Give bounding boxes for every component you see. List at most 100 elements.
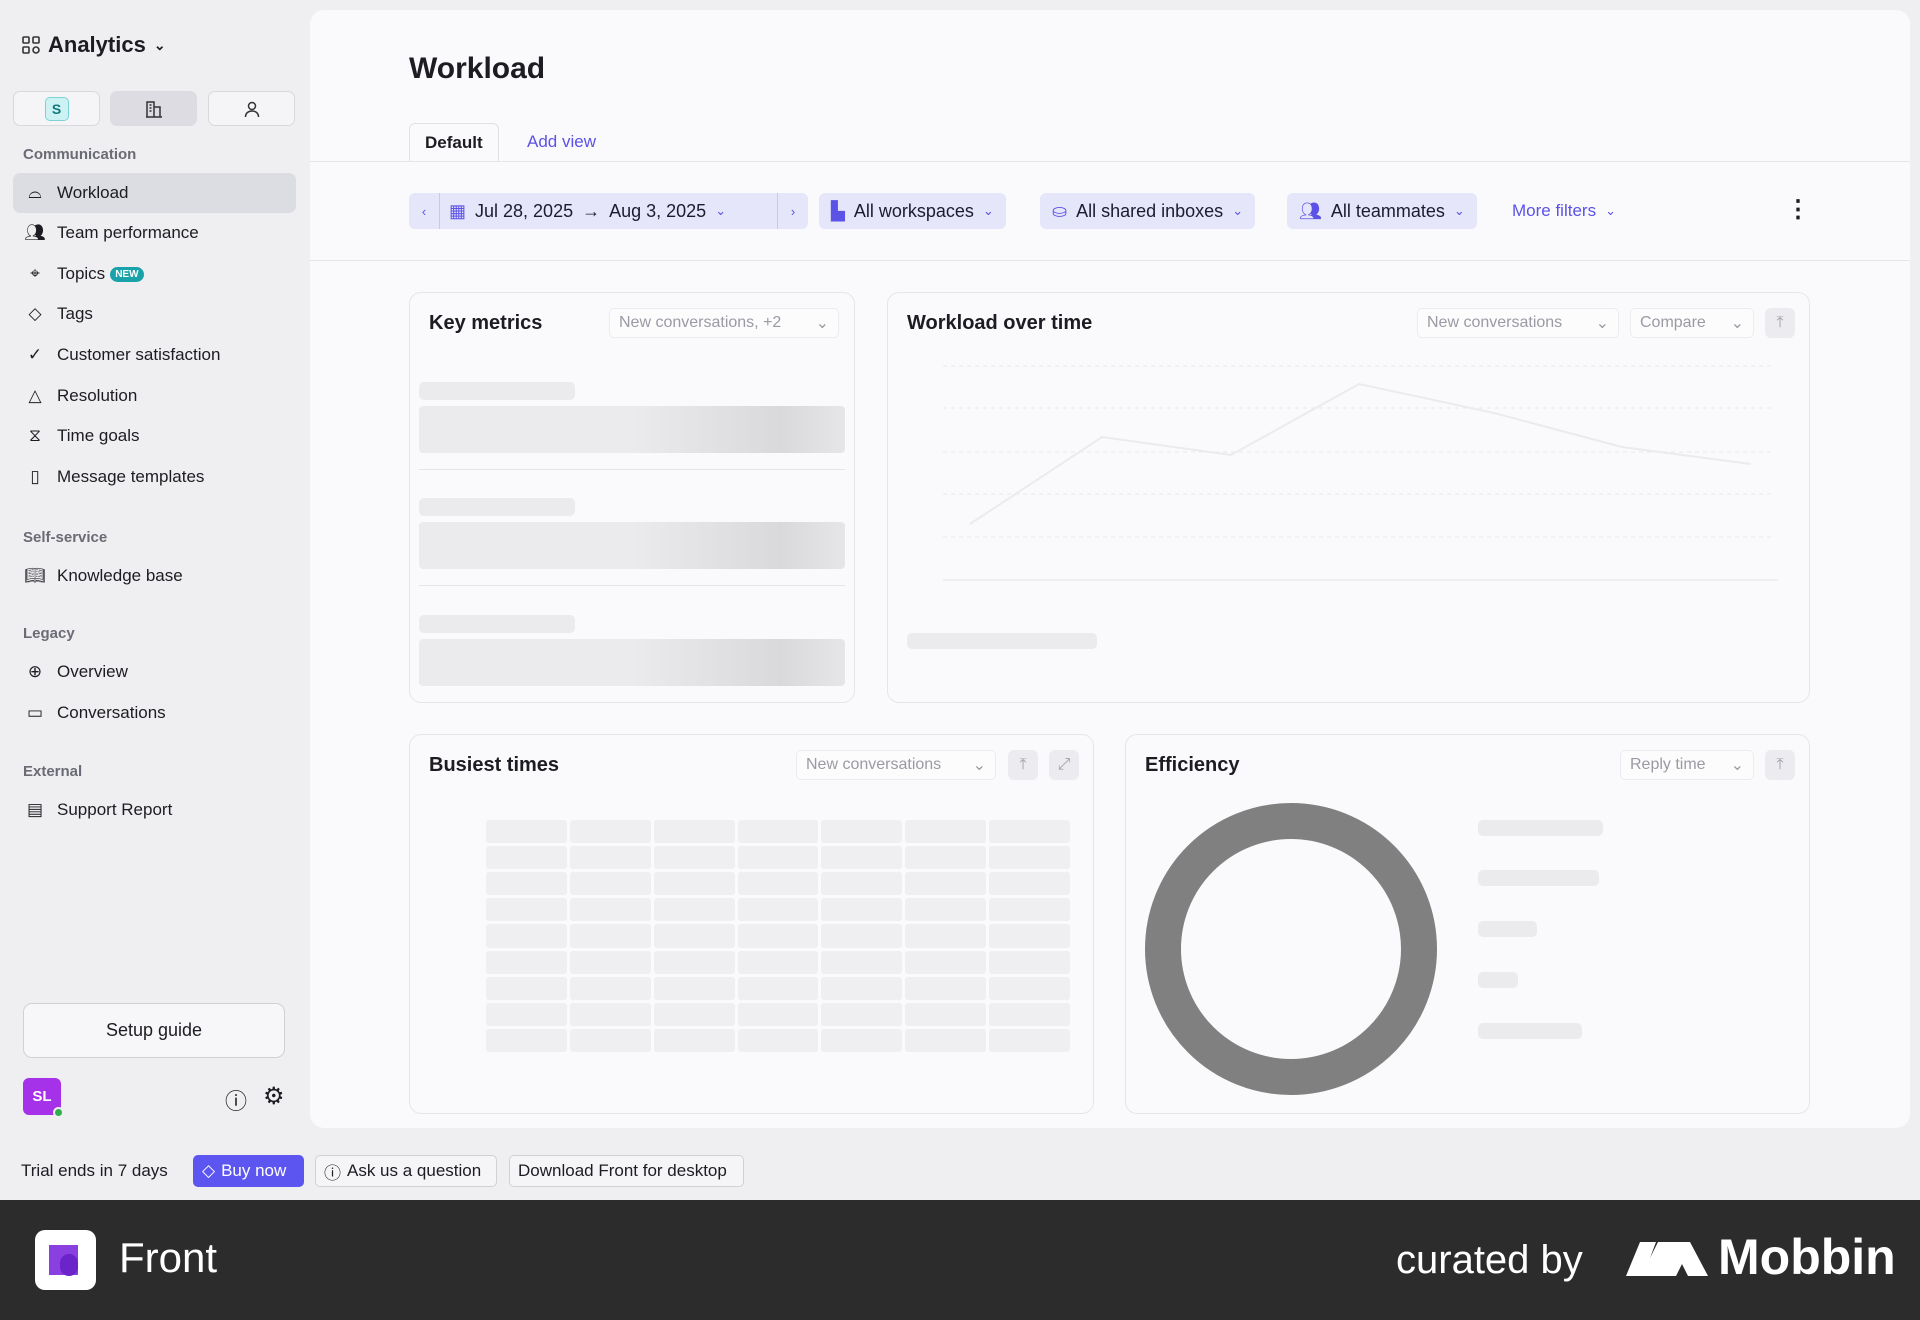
metric-select[interactable]: New conversations, +2 ⌄	[609, 308, 839, 338]
more-options-icon[interactable]: ⋮	[1786, 196, 1810, 223]
gear-icon[interactable]: ⚙	[263, 1083, 285, 1110]
compare-select[interactable]: Compare ⌄	[1630, 308, 1754, 338]
skeleton	[419, 639, 845, 686]
donut-skeleton	[1145, 803, 1437, 1095]
heatmap-cell	[737, 898, 819, 922]
metric-select[interactable]: New conversations ⌄	[1417, 308, 1619, 338]
tag-icon: ◇	[28, 304, 42, 323]
help-icon[interactable]: ⓘ	[225, 1089, 248, 1114]
heatmap-cell	[486, 976, 567, 1000]
sidebar-item-knowledge-base[interactable]: 📖︎ Knowledge base	[13, 556, 296, 596]
building-icon: ▙	[831, 200, 845, 221]
heatmap-skeleton	[486, 820, 1070, 1052]
tab-default[interactable]: Default	[409, 123, 499, 161]
inbox-icon: ⛀	[1052, 200, 1068, 221]
select-value: Reply time	[1630, 756, 1706, 773]
heatmap-cell	[569, 872, 651, 896]
sidebar-item-support-report[interactable]: ▤ Support Report	[13, 790, 296, 830]
sidebar-item-label: Resolution	[57, 386, 138, 405]
sidebar-item-overview[interactable]: ⊕ Overview	[13, 652, 296, 692]
download-desktop-button[interactable]: Download Front for desktop	[509, 1155, 744, 1187]
skeleton	[1478, 972, 1518, 988]
divider	[310, 161, 1910, 162]
heatmap-cell	[653, 924, 735, 948]
heatmap-cell	[486, 898, 567, 922]
divider	[419, 469, 845, 470]
section-legacy: Legacy	[23, 625, 75, 642]
date-end: Aug 3, 2025	[609, 200, 707, 221]
workspaces-filter[interactable]: ▙ All workspaces ⌄	[819, 193, 1006, 229]
filter-label: All shared inboxes	[1076, 200, 1224, 221]
select-value: New conversations	[806, 756, 942, 773]
heatmap-cell	[905, 1028, 987, 1052]
globe-icon: ⊕	[27, 662, 43, 681]
heatmap-cell	[486, 950, 567, 974]
heatmap-cell	[653, 950, 735, 974]
personal-view-button[interactable]	[208, 91, 295, 126]
heatmap-cell	[737, 872, 819, 896]
ask-question-button[interactable]: ⓘ Ask us a question	[315, 1155, 497, 1187]
sidebar-item-label: Support Report	[57, 800, 173, 819]
workspace-switch[interactable]: S	[13, 91, 100, 126]
person-icon	[244, 101, 259, 117]
heatmap-cell	[821, 1028, 903, 1052]
analytics-menu[interactable]: Analytics ⌄	[22, 32, 166, 58]
sidebar-item-label: Customer satisfaction	[57, 345, 221, 364]
online-status-icon	[53, 1107, 64, 1118]
card-title: Busiest times	[429, 754, 560, 776]
heatmap-cell	[989, 898, 1070, 922]
section-external: External	[23, 763, 83, 780]
sidebar-item-time-goals[interactable]: ⧖ Time goals	[13, 416, 296, 456]
teammates-filter[interactable]: 👥︎ All teammates ⌄	[1287, 193, 1477, 229]
chevron-down-icon: ⌄	[815, 315, 829, 332]
heatmap-cell	[737, 1028, 819, 1052]
export-icon[interactable]: ⤒	[1765, 308, 1795, 338]
heatmap-cell	[569, 924, 651, 948]
tab-add-view[interactable]: Add view	[527, 132, 596, 151]
sidebar-item-label: Topics	[57, 264, 106, 283]
heatmap-cell	[905, 872, 987, 896]
sidebar-item-topics[interactable]: ⌖ Topics NEW	[13, 254, 296, 294]
sidebar-item-conversations[interactable]: ▭ Conversations	[13, 693, 296, 733]
heatmap-cell	[486, 872, 567, 896]
heatmap-cell	[737, 846, 819, 870]
sidebar-item-tags[interactable]: ◇ Tags	[13, 294, 296, 334]
avatar[interactable]: SL	[23, 1078, 64, 1118]
company-view-button[interactable]	[110, 91, 197, 126]
setup-guide-button[interactable]: Setup guide	[23, 1003, 285, 1058]
heatmap-cell	[486, 1028, 567, 1052]
inboxes-filter[interactable]: ⛀ All shared inboxes ⌄	[1040, 193, 1256, 229]
sidebar-item-workload[interactable]: ⌓ Workload	[13, 173, 296, 213]
heatmap-cell	[905, 898, 987, 922]
sidebar-item-customer-satisfaction[interactable]: ✓ Customer satisfaction	[13, 335, 296, 375]
chat-icon: ▭	[26, 703, 44, 722]
heatmap-cell	[486, 924, 567, 948]
export-icon[interactable]: ⤒	[1008, 750, 1038, 780]
document-icon: ▤	[26, 800, 44, 819]
heatmap-cell	[653, 846, 735, 870]
sidebar-item-label: Overview	[57, 662, 128, 681]
chevron-down-icon: ⌄	[1605, 203, 1616, 218]
chevron-down-icon: ⌄	[1730, 757, 1744, 774]
skeleton	[907, 633, 1097, 649]
buy-now-button[interactable]: ◇ Buy now	[193, 1155, 304, 1187]
sidebar-item-label: Tags	[57, 304, 93, 323]
buy-label: Buy now	[221, 1161, 287, 1180]
skeleton	[1478, 921, 1537, 937]
template-icon: ▯	[30, 467, 40, 486]
export-icon[interactable]: ⤒	[1765, 750, 1795, 780]
metric-select[interactable]: New conversations ⌄	[796, 750, 996, 780]
next-period-button[interactable]: ›	[777, 193, 808, 229]
heatmap-cell	[737, 1002, 819, 1026]
metric-select[interactable]: Reply time ⌄	[1620, 750, 1754, 780]
sidebar-item-resolution[interactable]: △ Resolution	[13, 376, 296, 416]
previous-period-button[interactable]: ‹	[409, 193, 440, 229]
heatmap-cell	[821, 1002, 903, 1026]
date-range-picker[interactable]: ‹ ▦ Jul 28, 2025 → Aug 3, 2025 ⌄ ›	[409, 193, 808, 229]
inbox-icon: ⌓	[28, 183, 42, 202]
sidebar-item-label: Workload	[57, 183, 129, 202]
expand-icon[interactable]: ⤢	[1049, 750, 1079, 780]
sidebar-item-team-performance[interactable]: 👥︎ Team performance	[13, 213, 296, 253]
more-filters-button[interactable]: More filters ⌄	[1500, 193, 1628, 229]
sidebar-item-message-templates[interactable]: ▯ Message templates	[13, 457, 296, 497]
